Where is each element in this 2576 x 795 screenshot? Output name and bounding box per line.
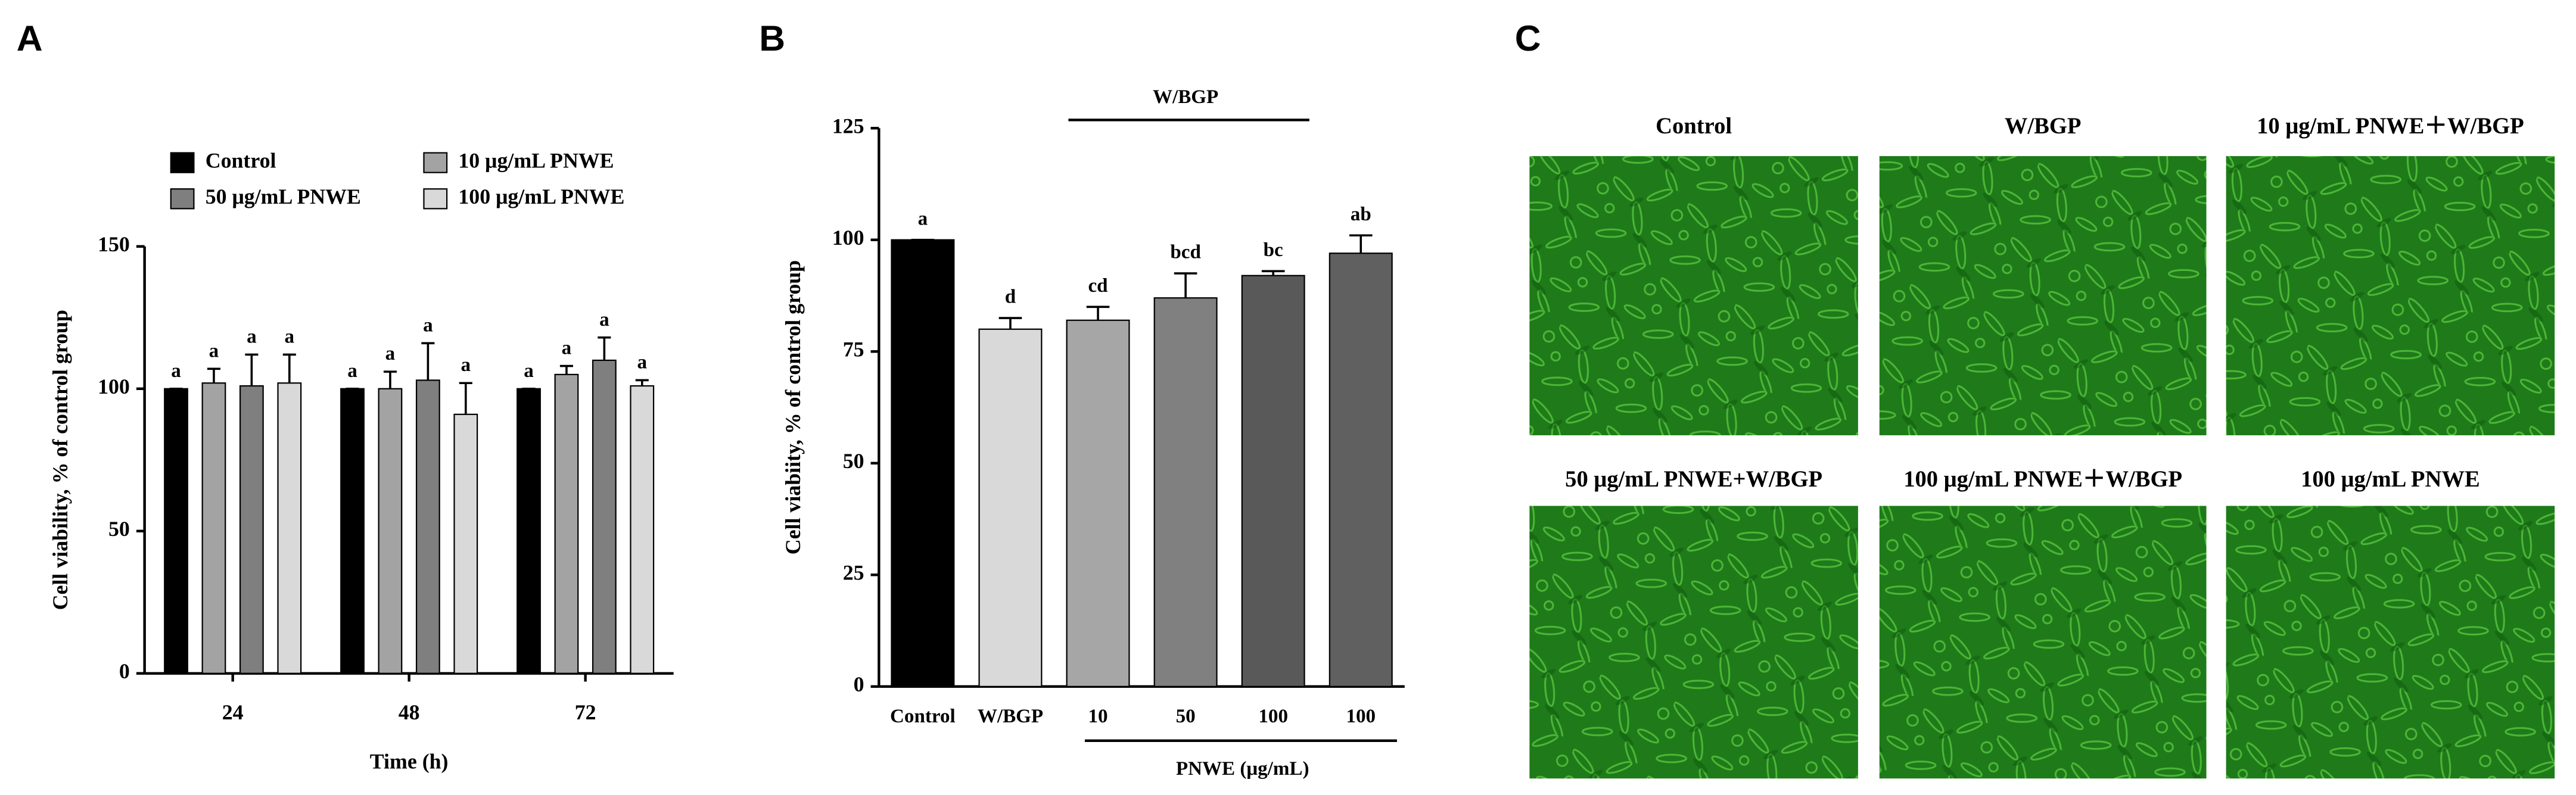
bar — [415, 379, 440, 674]
bar — [453, 413, 478, 674]
y-tick-label: 25 — [843, 561, 864, 585]
significance-letter: a — [171, 360, 181, 382]
legend-swatch — [423, 152, 448, 173]
significance-letter: a — [347, 360, 357, 382]
micrograph-label: 100 μg/mL PNWE — [2301, 467, 2480, 492]
bar — [340, 388, 365, 674]
bar — [1066, 319, 1130, 687]
y-tick-label: 50 — [843, 449, 864, 473]
bar — [978, 328, 1043, 687]
x-tick-label: Control — [890, 706, 956, 727]
bar — [239, 385, 264, 674]
significance-letter: a — [461, 354, 471, 376]
y-tick-label: 100 — [98, 375, 130, 398]
bar — [1153, 297, 1218, 687]
y-tick-label: 150 — [98, 232, 130, 256]
micrograph-label: 10 μg/mL PNWE＋W/BGP — [2257, 114, 2524, 139]
bar — [164, 388, 188, 674]
y-tick-label: 0 — [119, 659, 130, 683]
micrograph — [1529, 506, 1858, 779]
y-tick-label: 125 — [832, 114, 864, 138]
bar — [592, 359, 617, 674]
legend-swatch — [423, 188, 448, 210]
legend-label: Control — [206, 148, 276, 172]
significance-letter: a — [524, 360, 534, 382]
bar — [891, 239, 955, 687]
significance-letter: bc — [1264, 239, 1283, 261]
significance-letter: a — [385, 343, 396, 364]
bar — [554, 373, 579, 674]
significance-letter: a — [285, 326, 295, 347]
legend-label: 100 μg/mL PNWE — [458, 185, 624, 208]
y-axis-label: Cell viabiity, % of control group — [781, 260, 805, 554]
micrograph-label: Control — [1656, 114, 1732, 139]
bar — [201, 382, 226, 674]
legend-label: 50 μg/mL PNWE — [206, 185, 361, 208]
x-tick-label: 50 — [1176, 706, 1196, 727]
legend-label: 10 μg/mL PNWE — [458, 148, 614, 172]
bar — [1241, 275, 1305, 687]
micrograph — [1879, 506, 2207, 779]
bar — [1329, 252, 1393, 687]
x-tick-label: 48 — [399, 700, 420, 724]
micrograph-label: 100 μg/mL PNWE＋W/BGP — [1903, 467, 2182, 492]
significance-letter: d — [1005, 286, 1016, 308]
micrograph — [2226, 506, 2555, 779]
x-tick-label: 100 — [1258, 706, 1288, 727]
significance-letter: a — [562, 338, 572, 359]
y-tick-label: 100 — [832, 226, 864, 250]
y-tick-label: 50 — [108, 517, 130, 541]
significance-letter: a — [918, 208, 928, 229]
significance-letter: a — [209, 340, 219, 361]
significance-letter: bcd — [1170, 242, 1201, 263]
x-axis-label: Time (h) — [370, 750, 449, 774]
y-tick-label: 0 — [854, 672, 864, 696]
bar — [378, 388, 403, 674]
bracket-label: W/BGP — [1153, 86, 1218, 108]
micrograph — [1529, 156, 1858, 435]
x-tick-label: 10 — [1088, 706, 1107, 727]
bar — [630, 385, 655, 674]
significance-letter: a — [637, 351, 648, 373]
significance-letter: a — [423, 314, 433, 336]
x-tick-label: W/BGP — [978, 706, 1043, 727]
significance-letter: a — [599, 309, 609, 331]
panel-label: A — [17, 18, 43, 58]
x-tick-label: 24 — [222, 700, 244, 724]
panel-label: B — [759, 18, 785, 58]
significance-letter: a — [247, 326, 257, 347]
x-tick-label: 100 — [1346, 706, 1376, 727]
micrograph — [2226, 156, 2555, 435]
significance-letter: ab — [1351, 204, 1371, 225]
y-axis-label: Cell viability, % of control group — [48, 310, 72, 610]
bracket-label: PNWE (μg/mL) — [1176, 758, 1309, 780]
micrograph-label: 50 μg/mL PNWE+W/BGP — [1565, 467, 1822, 492]
panel-label: C — [1515, 18, 1541, 58]
legend-swatch — [170, 188, 195, 210]
bar — [277, 382, 302, 674]
y-tick-label: 75 — [843, 338, 864, 361]
bar — [517, 388, 541, 674]
micrograph-label: W/BGP — [2005, 114, 2082, 139]
legend-swatch — [170, 152, 195, 173]
significance-letter: cd — [1088, 275, 1108, 297]
micrograph — [1879, 156, 2207, 435]
x-tick-label: 72 — [575, 700, 596, 724]
